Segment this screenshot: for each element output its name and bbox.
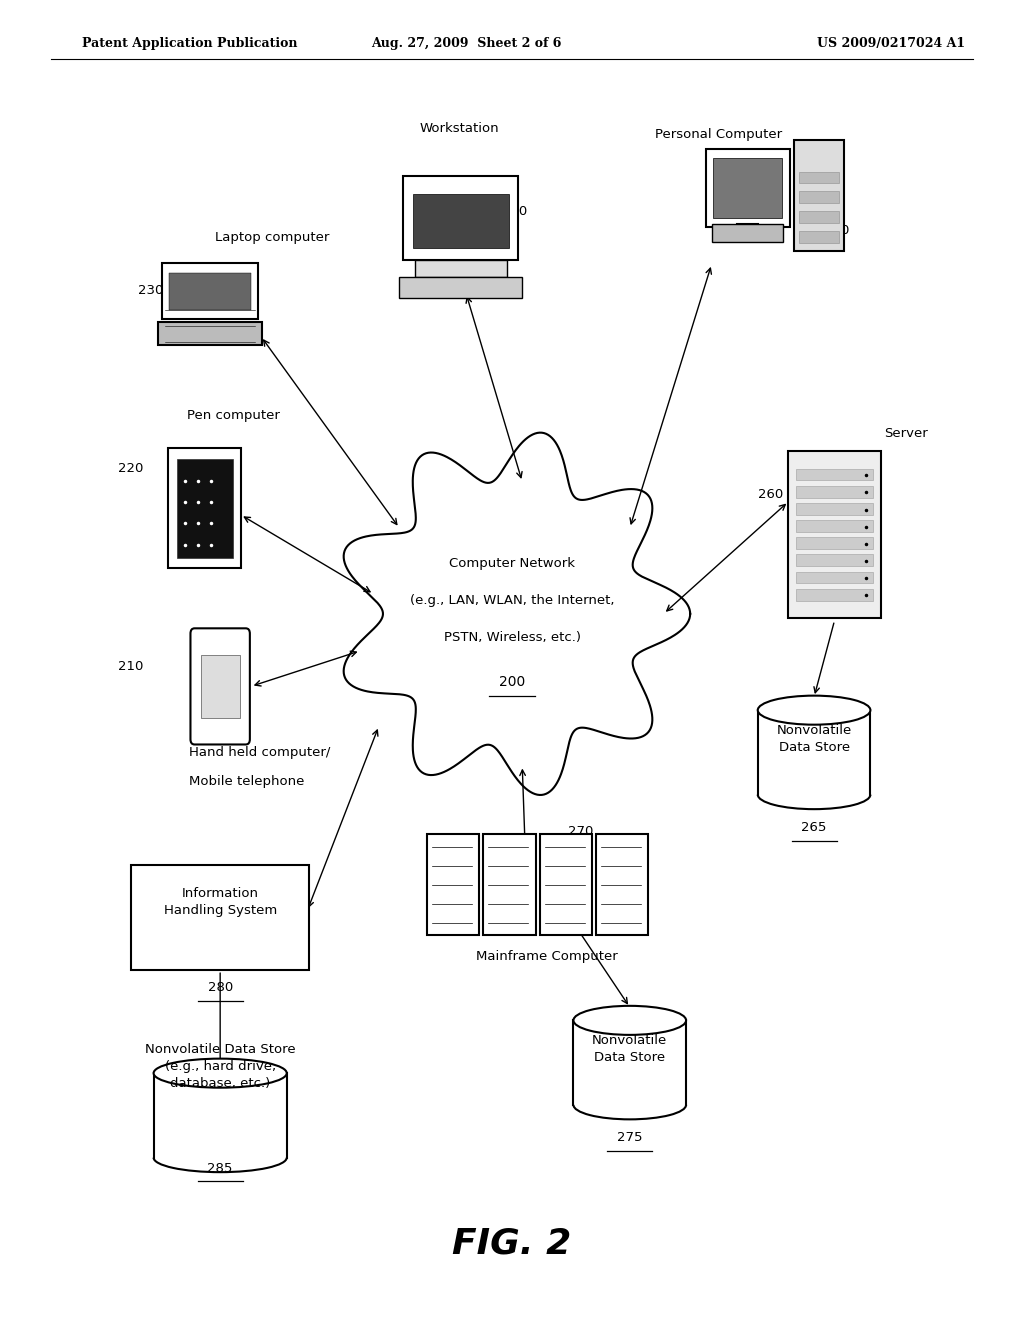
Text: PSTN, Wireless, etc.): PSTN, Wireless, etc.)	[443, 631, 581, 644]
FancyBboxPatch shape	[797, 554, 872, 566]
Text: Laptop computer: Laptop computer	[215, 231, 330, 244]
Text: Computer Network: Computer Network	[449, 557, 575, 570]
FancyBboxPatch shape	[758, 710, 870, 795]
FancyBboxPatch shape	[797, 572, 872, 583]
Text: 275: 275	[617, 1131, 642, 1144]
Polygon shape	[344, 433, 690, 795]
Text: 260: 260	[758, 488, 783, 502]
Text: Information
Handling System: Information Handling System	[164, 887, 276, 916]
FancyBboxPatch shape	[788, 451, 881, 618]
Ellipse shape	[573, 1006, 686, 1035]
Text: FIG. 2: FIG. 2	[453, 1226, 571, 1261]
FancyBboxPatch shape	[131, 866, 309, 969]
Text: Mainframe Computer: Mainframe Computer	[476, 950, 617, 964]
FancyBboxPatch shape	[427, 834, 479, 935]
Text: Mobile telephone: Mobile telephone	[189, 775, 305, 788]
Ellipse shape	[758, 696, 870, 725]
FancyBboxPatch shape	[415, 260, 507, 277]
Text: 210: 210	[118, 660, 143, 673]
Text: 250: 250	[824, 224, 850, 238]
FancyBboxPatch shape	[162, 263, 258, 319]
Text: 285: 285	[208, 1162, 232, 1175]
FancyBboxPatch shape	[706, 149, 790, 227]
FancyBboxPatch shape	[712, 224, 783, 242]
FancyBboxPatch shape	[797, 486, 872, 498]
Text: 265: 265	[802, 821, 826, 834]
FancyBboxPatch shape	[168, 449, 242, 568]
FancyBboxPatch shape	[540, 834, 592, 935]
FancyBboxPatch shape	[713, 158, 782, 218]
FancyBboxPatch shape	[797, 520, 872, 532]
FancyBboxPatch shape	[797, 537, 872, 549]
FancyBboxPatch shape	[797, 589, 872, 601]
Ellipse shape	[154, 1059, 287, 1088]
FancyBboxPatch shape	[573, 1020, 686, 1105]
Text: Server: Server	[884, 426, 928, 440]
FancyBboxPatch shape	[169, 272, 251, 310]
FancyBboxPatch shape	[799, 231, 840, 243]
Text: Nonvolatile
Data Store: Nonvolatile Data Store	[592, 1035, 668, 1064]
Text: 200: 200	[499, 676, 525, 689]
FancyBboxPatch shape	[154, 1073, 287, 1158]
FancyBboxPatch shape	[596, 834, 648, 935]
Text: Aug. 27, 2009  Sheet 2 of 6: Aug. 27, 2009 Sheet 2 of 6	[371, 37, 561, 50]
FancyBboxPatch shape	[799, 172, 840, 183]
FancyBboxPatch shape	[201, 655, 240, 718]
FancyBboxPatch shape	[158, 322, 262, 345]
Text: 220: 220	[118, 462, 143, 475]
Text: Hand held computer/: Hand held computer/	[189, 746, 331, 759]
FancyBboxPatch shape	[797, 469, 872, 480]
FancyBboxPatch shape	[413, 194, 509, 248]
FancyBboxPatch shape	[797, 503, 872, 515]
Text: Personal Computer: Personal Computer	[655, 128, 782, 141]
Text: Patent Application Publication: Patent Application Publication	[82, 37, 297, 50]
Text: US 2009/0217024 A1: US 2009/0217024 A1	[817, 37, 965, 50]
Text: 230: 230	[138, 284, 164, 297]
Text: 280: 280	[208, 981, 232, 994]
FancyBboxPatch shape	[176, 458, 232, 557]
Text: Pen computer: Pen computer	[187, 409, 281, 422]
Text: Nonvolatile Data Store
(e.g., hard drive,
database, etc.): Nonvolatile Data Store (e.g., hard drive…	[144, 1043, 296, 1090]
FancyBboxPatch shape	[483, 834, 536, 935]
Text: (e.g., LAN, WLAN, the Internet,: (e.g., LAN, WLAN, the Internet,	[410, 594, 614, 607]
FancyBboxPatch shape	[190, 628, 250, 744]
Text: Nonvolatile
Data Store: Nonvolatile Data Store	[776, 725, 852, 754]
FancyBboxPatch shape	[403, 176, 518, 260]
Text: 240: 240	[502, 205, 527, 218]
FancyBboxPatch shape	[799, 191, 840, 203]
FancyBboxPatch shape	[794, 140, 844, 251]
Text: 270: 270	[568, 825, 594, 838]
Text: Workstation: Workstation	[420, 121, 500, 135]
FancyBboxPatch shape	[399, 277, 522, 298]
FancyBboxPatch shape	[799, 211, 840, 223]
